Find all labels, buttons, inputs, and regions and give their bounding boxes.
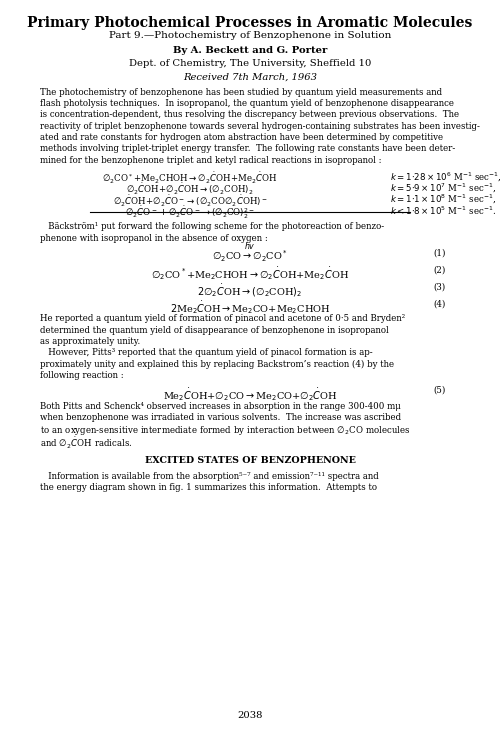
Text: $2$Me$_2\dot{C}$OH$\rightarrow$Me$_2$CO+Me$_2$CHOH: $2$Me$_2\dot{C}$OH$\rightarrow$Me$_2$CO+… xyxy=(170,300,330,317)
Text: $hv$: $hv$ xyxy=(244,240,256,251)
Text: $\emptyset_2\dot{C}$O$^-+\emptyset_2\dot{C}$O$^-\rightarrow(\emptyset_2$CO$)_2^{: $\emptyset_2\dot{C}$O$^-+\emptyset_2\dot… xyxy=(125,205,255,221)
Text: mined for the benzophenone triplet and ketyl radical reactions in isopropanol :: mined for the benzophenone triplet and k… xyxy=(40,156,382,164)
Text: (3): (3) xyxy=(434,282,446,292)
Text: $k = 1{\cdot}1\times10^8$ M$^{-1}$ sec$^{-1}$,: $k = 1{\cdot}1\times10^8$ M$^{-1}$ sec$^… xyxy=(390,193,496,206)
Text: (1): (1) xyxy=(434,249,446,257)
Text: Me$_2\dot{C}$OH+$\emptyset_2$CO$\rightarrow$Me$_2$CO+$\emptyset_2\dot{C}$OH: Me$_2\dot{C}$OH+$\emptyset_2$CO$\rightar… xyxy=(162,386,338,403)
Text: Both Pitts and Schenck⁴ observed increases in absorption in the range 300-400 mμ: Both Pitts and Schenck⁴ observed increas… xyxy=(40,402,401,411)
Text: is concentration-dependent, thus resolving the discrepancy between previous obse: is concentration-dependent, thus resolvi… xyxy=(40,110,459,119)
Text: He reported a quantum yield of formation of pinacol and acetone of 0·5 and Bryde: He reported a quantum yield of formation… xyxy=(40,314,405,323)
Text: $\emptyset_2$CO$\rightarrow\emptyset_2$CO$^*$: $\emptyset_2$CO$\rightarrow\emptyset_2$C… xyxy=(212,249,288,264)
Text: and $\emptyset_2\dot{C}$OH radicals.: and $\emptyset_2\dot{C}$OH radicals. xyxy=(40,436,132,451)
Text: $\emptyset_2\dot{C}$OH+$\emptyset_2\dot{C}$O$^-\rightarrow(\emptyset_2$CO$\empty: $\emptyset_2\dot{C}$OH+$\emptyset_2\dot{… xyxy=(112,193,268,209)
Text: (2): (2) xyxy=(434,265,446,275)
Text: $k = 1{\cdot}28\times10^6$ M$^{-1}$ sec$^{-1}$,: $k = 1{\cdot}28\times10^6$ M$^{-1}$ sec$… xyxy=(390,170,500,183)
Text: following reaction :: following reaction : xyxy=(40,371,123,380)
Text: 2038: 2038 xyxy=(238,711,263,719)
Text: to an oxygen-sensitive intermediate formed by interaction between $\emptyset_2$C: to an oxygen-sensitive intermediate form… xyxy=(40,425,410,437)
Text: the energy diagram shown in fig. 1 summarizes this information.  Attempts to: the energy diagram shown in fig. 1 summa… xyxy=(40,483,377,492)
Text: ated and rate constants for hydrogen atom abstraction have been determined by co: ated and rate constants for hydrogen ato… xyxy=(40,133,443,142)
Text: phenone with isopropanol in the absence of oxygen :: phenone with isopropanol in the absence … xyxy=(40,233,268,243)
Text: Bäckström¹ put forward the following scheme for the photoreaction of benzo-: Bäckström¹ put forward the following sch… xyxy=(40,222,384,231)
Text: determined the quantum yield of disappearance of benzophenone in isopropanol: determined the quantum yield of disappea… xyxy=(40,325,389,335)
Text: (5): (5) xyxy=(434,386,446,395)
Text: Part 9.—Photochemistry of Benzophenone in Solution: Part 9.—Photochemistry of Benzophenone i… xyxy=(109,31,391,40)
Text: $\emptyset_2$CO$^*$+Me$_2$CHOH$\rightarrow\emptyset_2\dot{C}$OH+Me$_2\dot{C}$OH: $\emptyset_2$CO$^*$+Me$_2$CHOH$\rightarr… xyxy=(102,170,278,186)
Text: when benzophenone was irradiated in various solvents.  The increase was ascribed: when benzophenone was irradiated in vari… xyxy=(40,413,401,422)
Text: By A. Beckett and G. Porter: By A. Beckett and G. Porter xyxy=(173,46,327,55)
Text: (4): (4) xyxy=(434,300,446,308)
Text: However, Pitts³ reported that the quantum yield of pinacol formation is ap-: However, Pitts³ reported that the quantu… xyxy=(40,348,372,357)
Text: $\emptyset_2$CO$^*$+Me$_2$CHOH$\rightarrow\emptyset_2\dot{C}$OH+Me$_2\dot{C}$OH: $\emptyset_2$CO$^*$+Me$_2$CHOH$\rightarr… xyxy=(151,265,349,282)
Text: as approximately unity.: as approximately unity. xyxy=(40,337,140,346)
Text: Dept. of Chemistry, The University, Sheffield 10: Dept. of Chemistry, The University, Shef… xyxy=(129,59,371,68)
Text: Primary Photochemical Processes in Aromatic Molecules: Primary Photochemical Processes in Aroma… xyxy=(28,16,472,30)
Text: The photochemistry of benzophenone has been studied by quantum yield measurement: The photochemistry of benzophenone has b… xyxy=(40,88,442,96)
Text: methods involving triplet-triplet energy transfer.  The following rate constants: methods involving triplet-triplet energy… xyxy=(40,144,455,154)
Text: $k = 5{\cdot}9\times10^7$ M$^{-1}$ sec$^{-1}$,: $k = 5{\cdot}9\times10^7$ M$^{-1}$ sec$^… xyxy=(390,182,496,195)
Text: Information is available from the absorption⁵⁻⁷ and emission⁷⁻¹¹ spectra and: Information is available from the absorp… xyxy=(40,471,379,481)
Text: $2\emptyset_2\dot{C}$OH$\rightarrow(\emptyset_2$COH$)_2$: $2\emptyset_2\dot{C}$OH$\rightarrow(\emp… xyxy=(198,282,302,299)
Text: reactivity of triplet benzophenone towards several hydrogen-containing substrate: reactivity of triplet benzophenone towar… xyxy=(40,121,480,131)
Text: flash photolysis techniques.  In isopropanol, the quantum yield of benzophenone : flash photolysis techniques. In isopropa… xyxy=(40,99,454,108)
Text: EXCITED STATES OF BENZOPHENONE: EXCITED STATES OF BENZOPHENONE xyxy=(144,456,356,465)
Text: $\emptyset_2\dot{C}$OH+$\emptyset_2\dot{C}$OH$\rightarrow(\emptyset_2$COH$)_2$: $\emptyset_2\dot{C}$OH+$\emptyset_2\dot{… xyxy=(126,182,254,197)
Text: Received 7th March, 1963: Received 7th March, 1963 xyxy=(183,72,317,81)
Text: proximately unity and explained this by replacing Backstrom’s reaction (4) by th: proximately unity and explained this by … xyxy=(40,360,394,368)
Text: $k < 1{\cdot}8\times10^5$ M$^{-1}$ sec$^{-1}$.: $k < 1{\cdot}8\times10^5$ M$^{-1}$ sec$^… xyxy=(390,205,496,217)
